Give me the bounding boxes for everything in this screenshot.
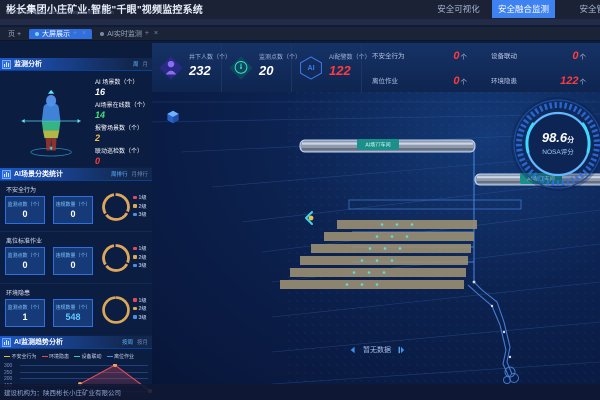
svg-text:AI: AI [307,63,314,71]
svg-text:NOSA评分: NOSA评分 [542,147,574,156]
svg-text:AI场77车间: AI场77车间 [365,142,390,149]
